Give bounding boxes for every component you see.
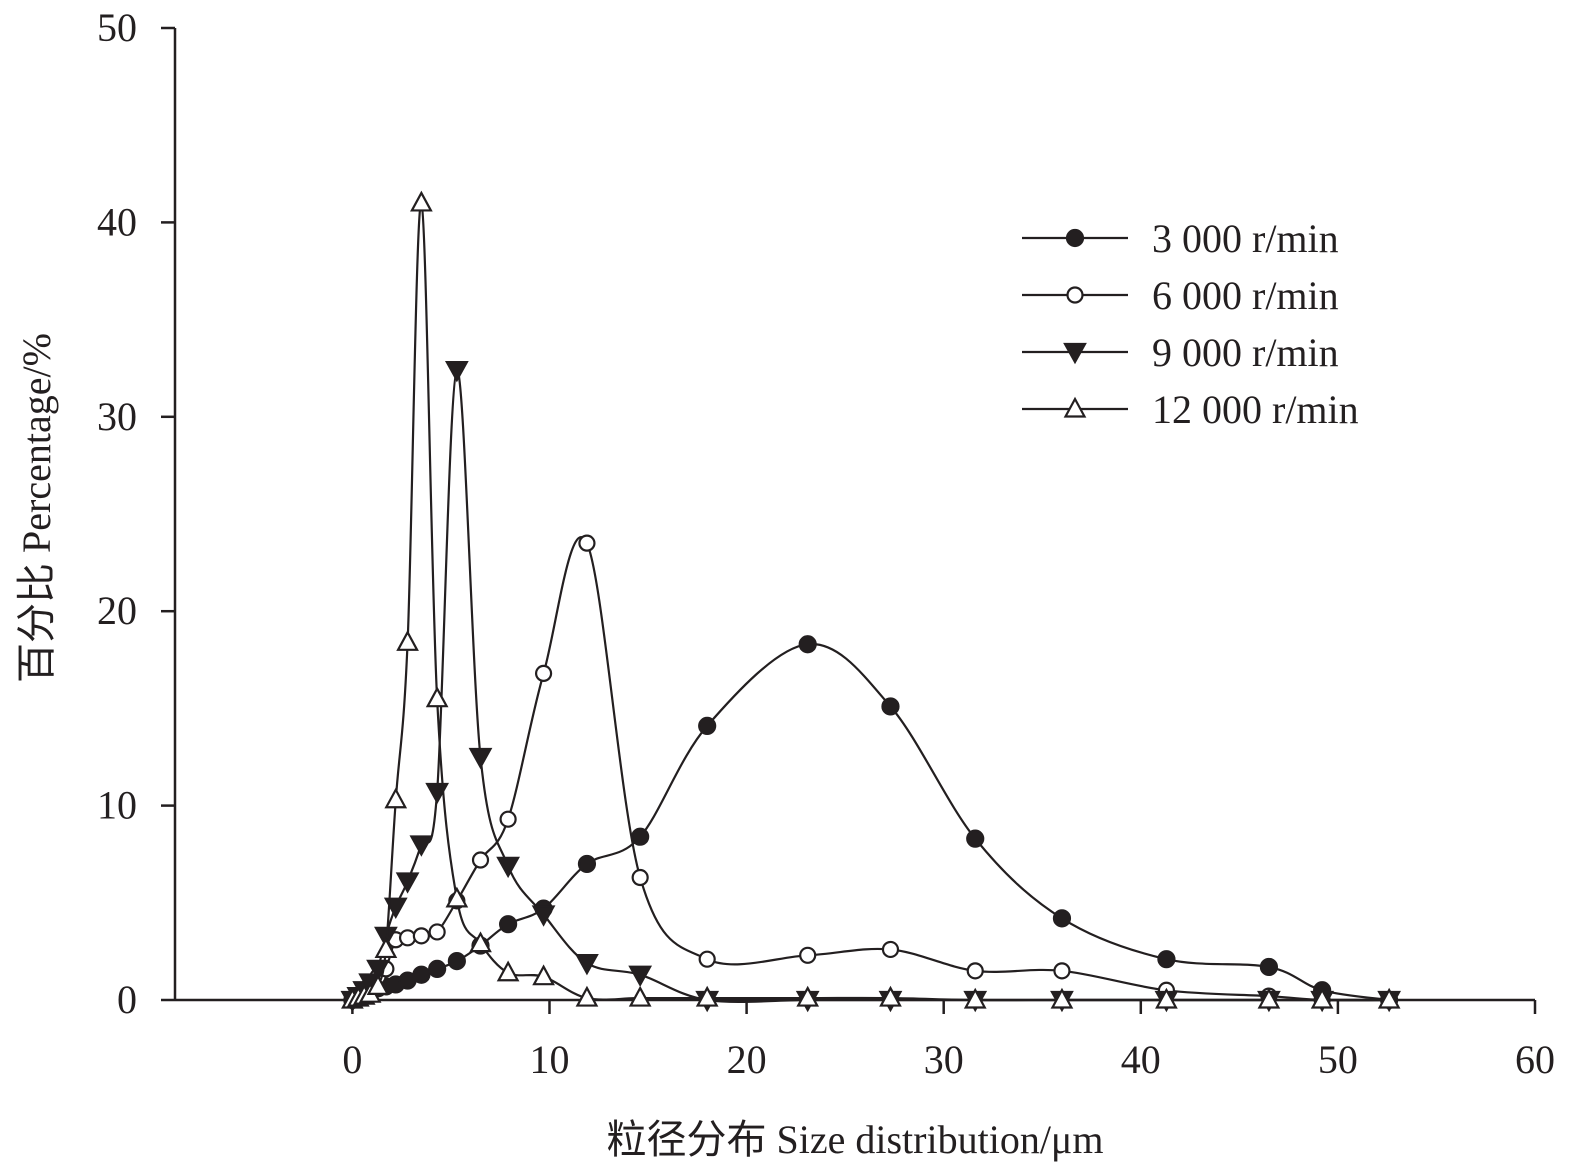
data-point [384,787,408,809]
data-point [409,835,434,857]
x-axis-title: 粒径分布 Size distribution/μm [607,1117,1104,1162]
data-point [799,946,817,964]
y-tick-label: 0 [117,977,137,1022]
legend-marker [1065,228,1085,248]
legend-label: 9 000 r/min [1152,330,1339,375]
data-point [425,686,449,708]
data-point [1157,950,1176,969]
data-point [499,810,517,828]
x-tick-label: 10 [529,1037,569,1082]
data-point [499,915,518,934]
legend-marker [1066,286,1084,304]
data-point [445,886,469,908]
legend-label: 12 000 r/min [1152,387,1359,432]
data-point [1053,962,1071,980]
data-point [575,953,599,976]
data-point [1310,987,1334,1009]
y-tick-label: 10 [97,783,137,828]
legend-label: 6 000 r/min [1152,273,1339,318]
data-point [383,897,408,919]
y-tick-label: 50 [97,5,137,50]
data-point [1259,957,1279,977]
x-tick-label: 0 [342,1037,362,1082]
data-point [963,987,987,1009]
x-tick-label: 40 [1121,1037,1161,1082]
data-point [881,697,900,716]
x-tick-label: 60 [1515,1037,1555,1082]
data-point [1155,987,1178,1009]
axes: 0 10 20 30 40 50 0 10 20 30 40 50 60 [97,5,1555,1082]
series-12-000-r-min [341,190,1401,1009]
data-point [966,829,985,848]
data-point [398,929,417,947]
data-point [374,937,398,959]
x-tick-label: 30 [924,1037,964,1082]
y-tick-label: 30 [97,394,137,439]
x-tick-label: 20 [727,1037,767,1082]
data-point [879,985,902,1007]
data-point [628,965,653,987]
data-point [396,629,419,651]
data-point [412,965,431,984]
data-point [496,960,520,982]
y-tick-label: 20 [97,588,137,633]
data-point [881,940,900,959]
y-axis-title: 百分比 Percentage/% [14,333,59,683]
y-tick-label: 40 [97,199,137,244]
data-point [532,964,555,986]
data-point [366,974,390,995]
data-point [631,868,649,887]
data-point [531,905,556,927]
data-point [412,927,430,945]
data-point [631,827,650,846]
data-point [966,962,984,980]
data-point [428,959,447,978]
data-point [695,985,719,1007]
data-point [1257,987,1281,1009]
data-point [410,190,433,212]
series-line [352,201,1390,1002]
data-point [468,747,493,770]
data-point [578,534,596,552]
data-point [496,856,520,879]
data-point [577,854,597,874]
legend-item: 3 000 r/min [1022,216,1339,261]
data-point [796,985,820,1007]
legend-label: 3 000 r/min [1152,216,1339,261]
series-9-000-r-min [340,361,1402,1013]
x-tick-label: 50 [1318,1037,1358,1082]
data-point [698,950,716,968]
data-point [469,931,492,953]
legend-item: 12 000 r/min [1022,387,1359,432]
data-point [471,851,490,869]
data-point [444,361,469,383]
data-point [428,923,446,941]
data-point [395,872,420,894]
data-point [534,664,553,683]
legend: 3 000 r/min 6 000 r/min 9 000 r/min 12 000 … [1022,216,1359,432]
data-point [628,985,652,1007]
data-point [1052,909,1072,928]
series-layer [340,190,1402,1013]
data-point [698,716,717,735]
data-point [447,952,466,971]
series-6-000-r-min [343,534,1398,1009]
data-point [798,635,817,654]
data-point [575,985,599,1007]
series-line [351,368,1390,1003]
legend-item: 6 000 r/min [1022,273,1339,318]
legend-marker [1063,396,1087,418]
legend-marker [1063,342,1087,365]
legend-item: 9 000 r/min [1022,330,1339,375]
data-point [1050,987,1074,1009]
data-point [1377,987,1401,1009]
